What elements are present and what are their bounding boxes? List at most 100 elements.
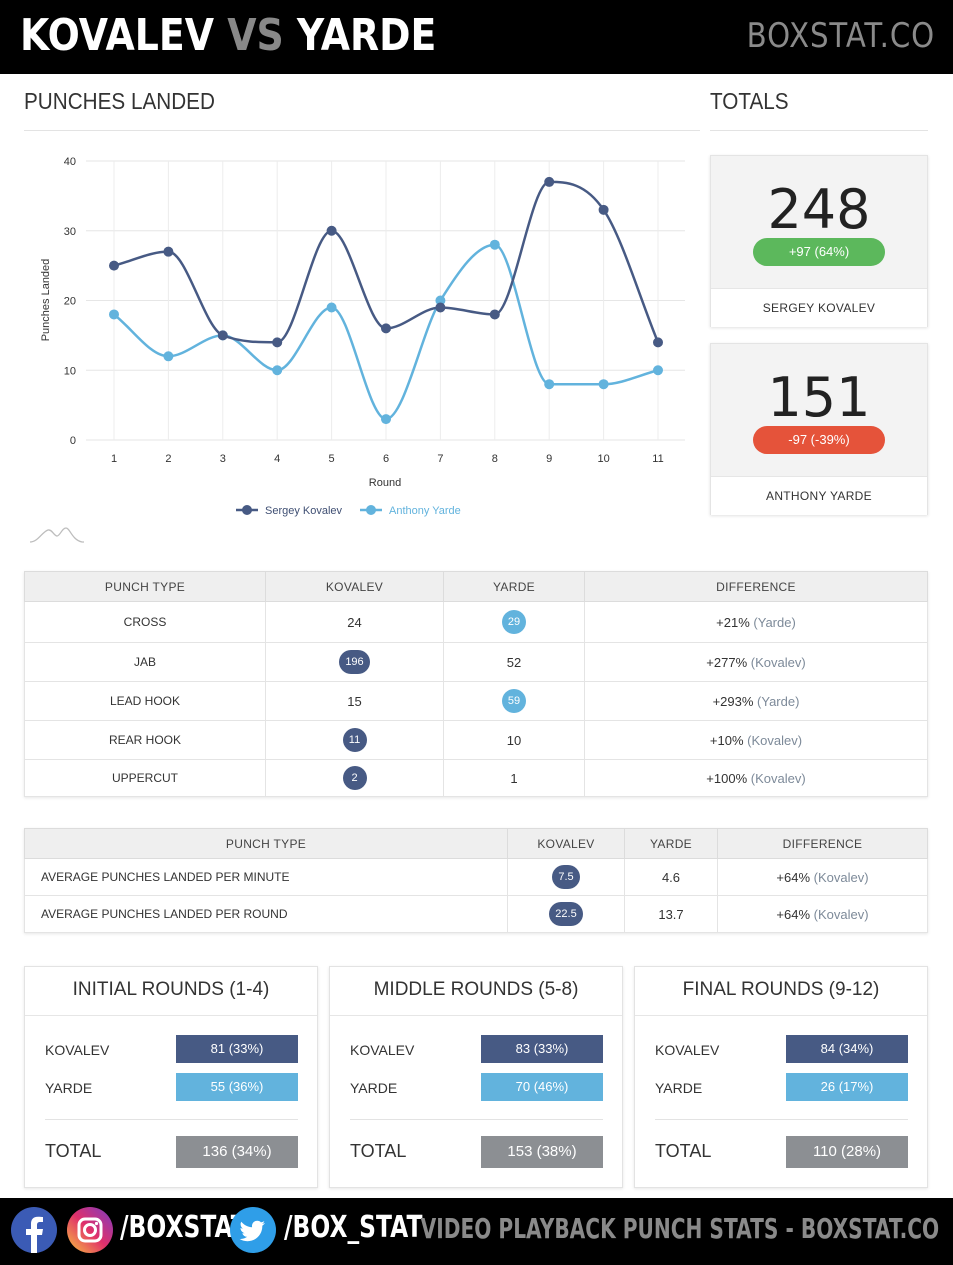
difference-value: +293% xyxy=(712,693,754,709)
legend-item-kovalev[interactable]: Sergey Kovalev xyxy=(236,505,343,517)
x-tick-label: 2 xyxy=(165,453,171,465)
y-tick-label: 40 xyxy=(64,156,76,168)
fighter-b-name: YARDE xyxy=(296,10,437,61)
yarde-cell: 4.6 xyxy=(624,858,718,896)
total-value: 151 xyxy=(767,366,871,429)
y-tick-label: 0 xyxy=(70,435,76,447)
x-tick-label: 1 xyxy=(111,453,117,465)
kovalev-value-badge: 196 xyxy=(339,650,370,674)
difference-cell: +64% (Kovalev) xyxy=(717,895,928,933)
table-row: REAR HOOK 11 10 +10% (Kovalev) xyxy=(24,720,928,760)
difference-leader: (Kovalev) xyxy=(813,906,869,922)
col-header-yarde: YARDE xyxy=(443,571,585,602)
brand-logo-text: BOXSTAT.CO xyxy=(746,16,935,56)
instagram-handle[interactable]: /BOXSTAT xyxy=(120,1210,247,1245)
punch-type-table: PUNCH TYPE KOVALEV YARDE DIFFERENCE CROS… xyxy=(24,571,928,797)
data-point xyxy=(217,330,228,341)
fight-title: KOVALEV VS YARDE xyxy=(20,10,436,61)
col-header-yarde: YARDE xyxy=(624,828,718,859)
yarde-label: YARDE xyxy=(655,1080,703,1096)
yarde-value-badge: 29 xyxy=(501,610,527,634)
y-axis-title: Punches Landed xyxy=(40,259,52,342)
yarde-cell: 59 xyxy=(443,681,585,721)
total-value: 248 xyxy=(767,178,871,241)
kovalev-value-bar: 84 (34%) xyxy=(786,1035,908,1063)
twitter-handle[interactable]: /BOX_STAT xyxy=(284,1210,423,1245)
round-card-final: FINAL ROUNDS (9-12) KOVALEV 84 (34%) YAR… xyxy=(634,966,928,1188)
round-card-title: FINAL ROUNDS (9-12) xyxy=(682,979,880,1000)
total-value-bar: 153 (38%) xyxy=(481,1136,603,1168)
yarde-label: YARDE xyxy=(45,1080,93,1096)
difference-leader: (Yarde) xyxy=(753,614,796,630)
kovalev-label: KOVALEV xyxy=(350,1042,415,1058)
difference-value: +64% xyxy=(776,869,811,885)
instagram-icon[interactable] xyxy=(67,1207,113,1253)
vs-label: VS xyxy=(227,10,284,61)
data-point xyxy=(272,365,283,376)
chart-grid xyxy=(86,160,685,441)
table-row: AVERAGE PUNCHES LANDED PER MINUTE 7.5 4.6 +… xyxy=(24,858,928,896)
divider xyxy=(330,1015,622,1016)
punches-landed-divider xyxy=(24,130,700,131)
data-point xyxy=(109,309,119,320)
col-header-kovalev: KOVALEV xyxy=(265,571,444,602)
kovalev-cell: 196 xyxy=(265,642,444,682)
x-tick-label: 8 xyxy=(492,453,498,465)
data-point xyxy=(163,246,174,257)
x-tick-label: 5 xyxy=(329,453,335,465)
kovalev-value-badge: 11 xyxy=(342,728,367,752)
data-point xyxy=(598,379,609,390)
kovalev-label: KOVALEV xyxy=(45,1042,110,1058)
total-card-yarde: 151 -97 (-39%) ANTHONY YARDE xyxy=(710,343,928,515)
data-point xyxy=(435,302,446,313)
divider xyxy=(635,1015,927,1016)
twitter-icon[interactable] xyxy=(230,1207,276,1253)
totals-title: TOTALS xyxy=(710,88,789,114)
x-tick-label: 4 xyxy=(274,453,280,465)
data-point xyxy=(489,239,500,250)
punch-type-cell: AVERAGE PUNCHES LANDED PER ROUND xyxy=(24,895,508,933)
data-point xyxy=(489,309,500,320)
difference-cell: +64% (Kovalev) xyxy=(717,858,928,896)
total-label: TOTAL xyxy=(350,1141,407,1161)
facebook-icon[interactable] xyxy=(11,1207,57,1253)
yarde-value: 52 xyxy=(506,654,522,670)
col-header-kovalev: KOVALEV xyxy=(507,828,625,859)
legend-item-yarde[interactable]: Anthony Yarde xyxy=(360,505,461,517)
difference-leader: (Yarde) xyxy=(757,693,800,709)
yarde-value: 1 xyxy=(510,770,518,786)
difference-value: +21% xyxy=(716,614,750,630)
fighter-name: ANTHONY YARDE xyxy=(711,476,927,515)
col-header-difference: DIFFERENCE xyxy=(584,571,928,602)
chart-legend[interactable]: Sergey Kovalev Anthony Yarde xyxy=(236,505,461,517)
footer-tagline: VIDEO PLAYBACK PUNCH STATS - BOXSTAT.CO xyxy=(420,1212,939,1245)
data-point xyxy=(544,176,555,187)
yarde-cell: 29 xyxy=(443,601,585,643)
x-tick-label: 11 xyxy=(652,453,663,465)
table-row: LEAD HOOK 15 59 +293% (Yarde) xyxy=(24,681,928,721)
chart-axes: 0 10 20 30 40 1 2 3 4 5 6 7 8 9 10 11 Round Punches Lande… xyxy=(40,156,664,489)
punch-type-cell: LEAD HOOK xyxy=(24,681,266,721)
difference-leader: (Kovalev) xyxy=(750,770,806,786)
data-point xyxy=(598,204,609,215)
x-tick-label: 10 xyxy=(597,453,609,465)
data-point xyxy=(109,260,119,271)
yarde-value-bar: 55 (36%) xyxy=(176,1073,298,1101)
yarde-value-bar: 70 (46%) xyxy=(481,1073,603,1101)
kovalev-cell: 2 xyxy=(265,759,444,797)
total-label: TOTAL xyxy=(655,1141,712,1161)
y-tick-label: 30 xyxy=(64,226,76,238)
difference-cell: +293% (Yarde) xyxy=(584,681,928,721)
legend-label: Sergey Kovalev xyxy=(265,505,343,517)
punch-type-cell: AVERAGE PUNCHES LANDED PER MINUTE xyxy=(24,858,508,896)
kovalev-value-badge: 7.5 xyxy=(552,865,580,889)
round-card-middle: MIDDLE ROUNDS (5-8) KOVALEV 83 (33%) YAR… xyxy=(329,966,623,1188)
kovalev-cell: 22.5 xyxy=(507,895,625,933)
difference-leader: (Kovalev) xyxy=(813,869,869,885)
punch-type-cell: UPPERCUT xyxy=(24,759,266,797)
chart-series xyxy=(109,176,663,425)
total-label: TOTAL xyxy=(45,1141,102,1161)
footer-bar: /BOXSTAT /BOX_STAT VIDEO PLAYBACK PUNCH … xyxy=(0,1198,953,1265)
table-row: CROSS 24 29 +21% (Yarde) xyxy=(24,601,928,643)
difference-leader: (Kovalev) xyxy=(747,732,803,748)
